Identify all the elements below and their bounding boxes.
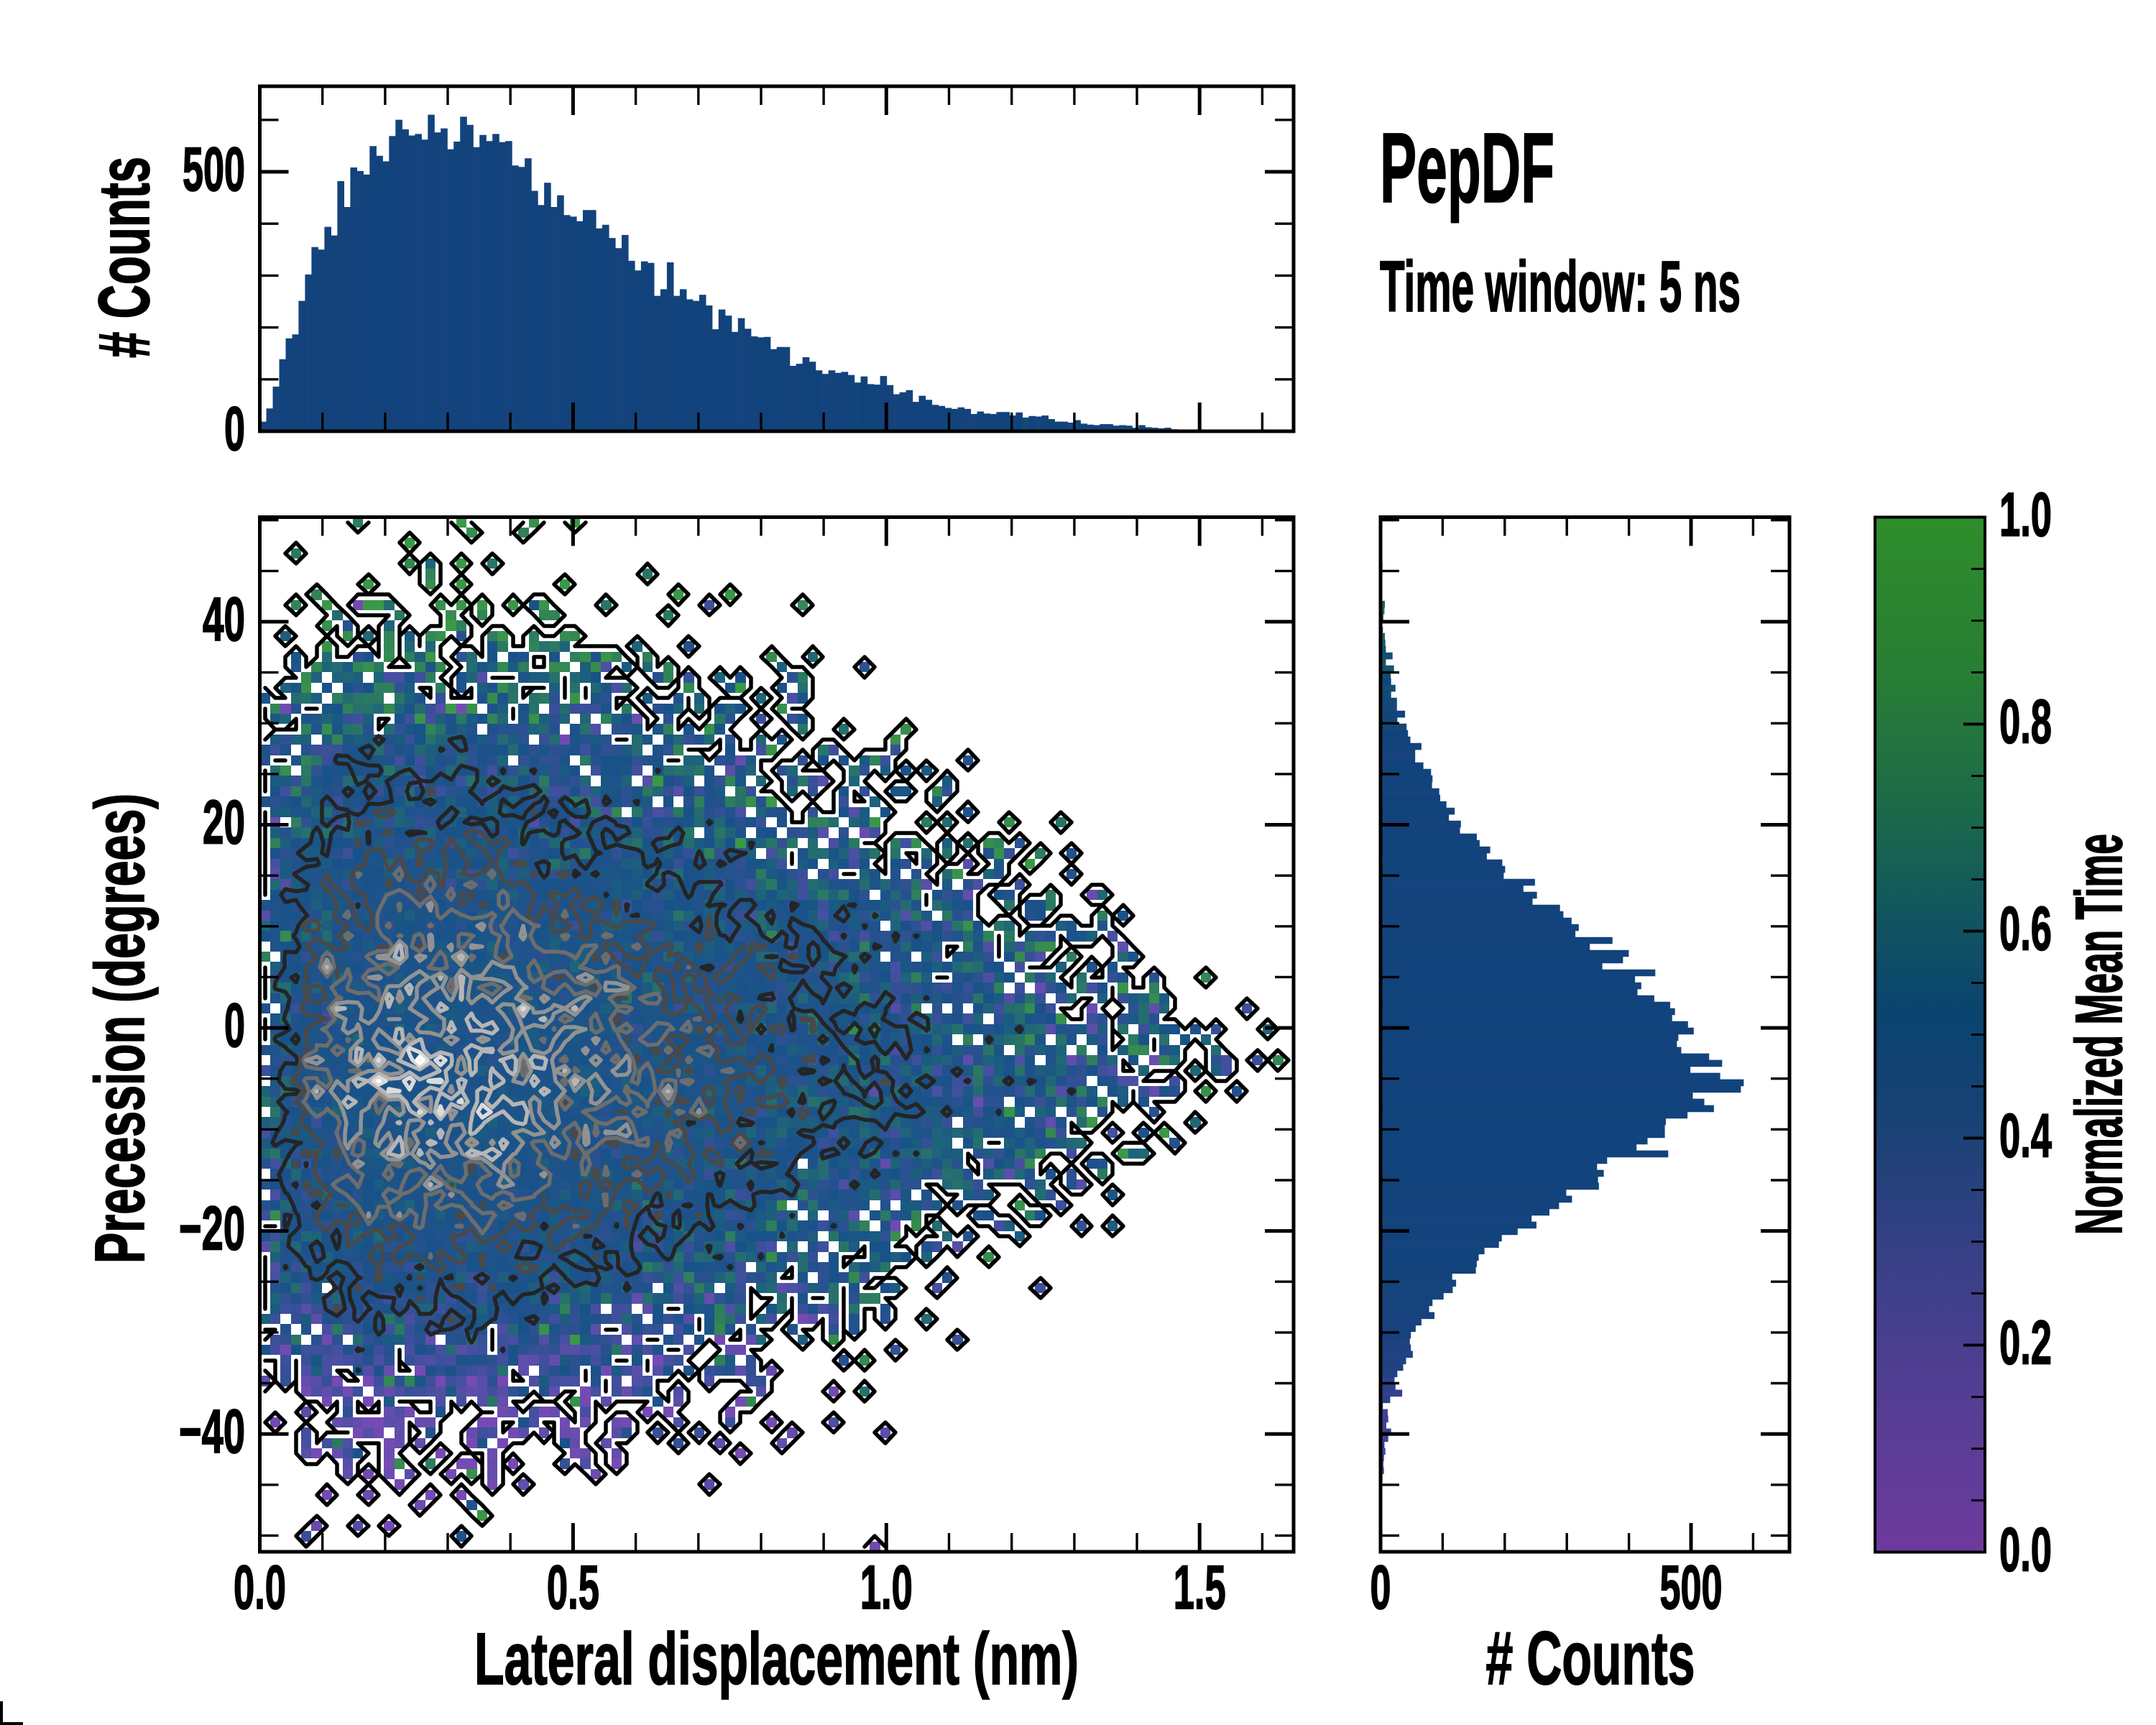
- svg-text:1.0: 1.0: [1999, 480, 2052, 549]
- svg-text:−20: −20: [179, 1194, 245, 1263]
- svg-text:0.0: 0.0: [1999, 1515, 2052, 1584]
- svg-text:0: 0: [224, 991, 245, 1060]
- svg-text:0.0: 0.0: [234, 1553, 286, 1622]
- svg-text:Precession (degrees): Precession (degrees): [80, 794, 159, 1264]
- svg-text:# Counts: # Counts: [84, 157, 165, 358]
- svg-text:0.6: 0.6: [1999, 894, 2052, 963]
- svg-text:0: 0: [224, 395, 245, 464]
- svg-text:1.5: 1.5: [1174, 1553, 1226, 1622]
- svg-text:40: 40: [203, 585, 245, 654]
- svg-text:500: 500: [1660, 1553, 1723, 1622]
- svg-text:500: 500: [183, 135, 245, 204]
- svg-text:0.4: 0.4: [1999, 1101, 2052, 1170]
- svg-text:0.8: 0.8: [1999, 687, 2052, 756]
- svg-text:Time window: 5 ns: Time window: 5 ns: [1380, 247, 1741, 327]
- svg-text:−40: −40: [179, 1397, 245, 1466]
- svg-text:Normalized Mean Time: Normalized Mean Time: [2063, 834, 2136, 1235]
- svg-text:1.0: 1.0: [860, 1553, 913, 1622]
- svg-text:0.5: 0.5: [547, 1553, 599, 1622]
- svg-text:Lateral displacement (nm): Lateral displacement (nm): [474, 1618, 1079, 1700]
- svg-text:# Counts: # Counts: [1486, 1616, 1695, 1701]
- svg-text:20: 20: [203, 788, 245, 857]
- svg-text:0: 0: [1370, 1553, 1391, 1622]
- svg-text:0.2: 0.2: [1999, 1308, 2052, 1377]
- svg-text:PepDF: PepDF: [1380, 113, 1554, 224]
